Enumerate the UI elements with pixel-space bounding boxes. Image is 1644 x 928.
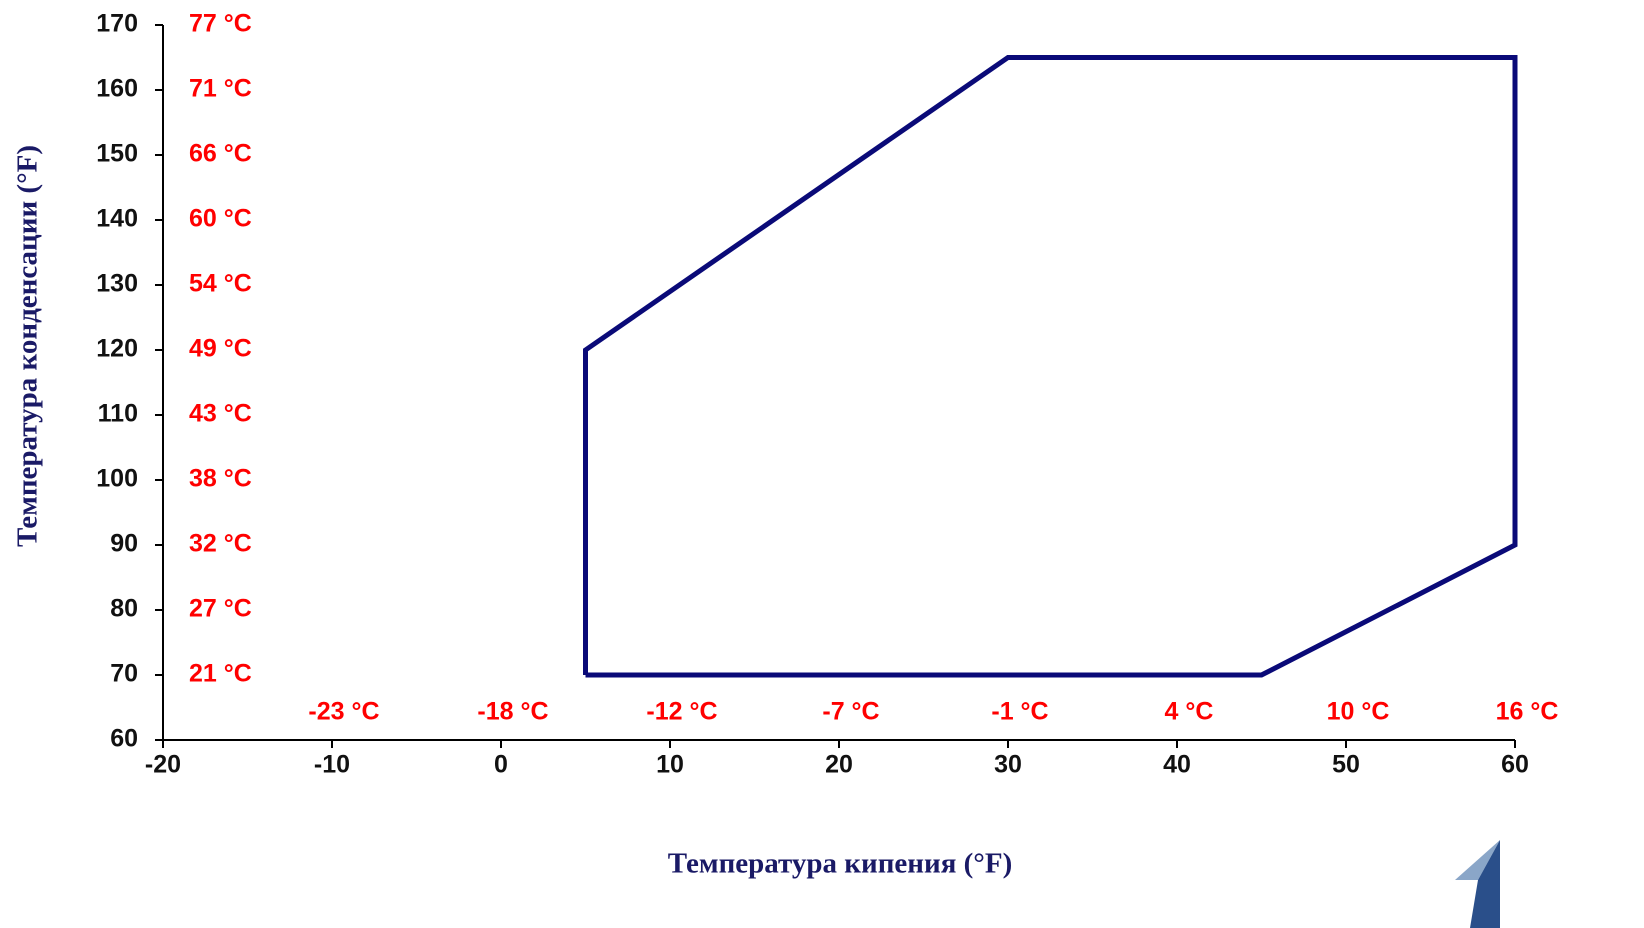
x-tick-label: 40 <box>1163 751 1191 779</box>
x-celsius-label: -23 °C <box>308 698 379 726</box>
y-celsius-label: 32 °C <box>189 530 252 558</box>
x-celsius-label: -7 °C <box>822 698 879 726</box>
x-tick-label: 0 <box>494 751 508 779</box>
y-tick-label: 140 <box>96 205 138 233</box>
x-tick-label: 60 <box>1501 751 1529 779</box>
x-tick-label: -10 <box>314 751 350 779</box>
y-tick-label: 150 <box>96 140 138 168</box>
x-tick-label: 50 <box>1332 751 1360 779</box>
envelope-line <box>583 55 1518 678</box>
y-tick-label: 130 <box>96 270 138 298</box>
y-tick-label: 70 <box>110 660 138 688</box>
y-tick-label: 110 <box>98 400 138 428</box>
y-celsius-label: 38 °C <box>189 465 252 493</box>
x-celsius-label: 16 °C <box>1496 698 1559 726</box>
y-celsius-label: 71 °C <box>189 75 252 103</box>
x-celsius-label: 10 °C <box>1327 698 1390 726</box>
y-celsius-label: 49 °C <box>189 335 252 363</box>
logo <box>1455 840 1500 928</box>
y-tick-label: 80 <box>110 595 138 623</box>
y-tick-label: 170 <box>96 10 138 38</box>
y-celsius-label: 66 °C <box>189 140 252 168</box>
x-tick-label: 10 <box>656 751 684 779</box>
y-celsius-label: 60 °C <box>189 205 252 233</box>
x-celsius-label: 4 °C <box>1165 698 1214 726</box>
y-tick-label: 90 <box>110 530 138 558</box>
y-tick-label: 160 <box>96 75 138 103</box>
x-tick-label: -20 <box>145 751 181 779</box>
x-tick-label: 30 <box>994 751 1022 779</box>
y-celsius-label: 54 °C <box>189 270 252 298</box>
y-axis-title: Температура конденсации (°F) <box>12 145 44 547</box>
x-tick-label: 20 <box>825 751 853 779</box>
x-celsius-label: -1 °C <box>991 698 1048 726</box>
y-tick-label: 100 <box>96 465 138 493</box>
x-celsius-label: -12 °C <box>646 698 717 726</box>
x-celsius-label: -18 °C <box>477 698 548 726</box>
y-celsius-label: 27 °C <box>189 595 252 623</box>
y-celsius-label: 77 °C <box>189 10 252 38</box>
y-tick-label: 120 <box>96 335 138 363</box>
y-celsius-label: 43 °C <box>189 400 252 428</box>
y-celsius-label: 21 °C <box>189 660 252 688</box>
y-tick-label: 60 <box>110 725 138 753</box>
x-axis-title: Температура кипения (°F) <box>668 848 1013 880</box>
